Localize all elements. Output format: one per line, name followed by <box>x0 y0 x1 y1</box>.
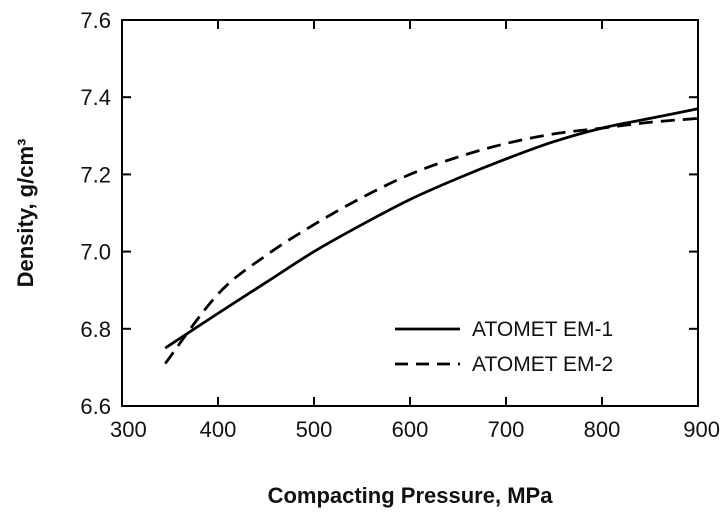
series-layer <box>164 107 699 365</box>
legend-label-em1: ATOMET EM-1 <box>472 318 613 341</box>
x-tick-label: 700 <box>488 417 525 442</box>
x-tick-label: 600 <box>392 417 429 442</box>
x-tick-label: 300 <box>110 417 147 442</box>
x-axis-ticks: 300 400 500 600 700 800 900 <box>110 20 720 442</box>
x-tick-label: 400 <box>200 417 237 442</box>
y-tick-label: 7.0 <box>80 240 111 265</box>
y-tick-label: 6.8 <box>80 317 111 342</box>
y-tick-label: 7.6 <box>80 8 111 33</box>
x-tick-label: 800 <box>584 417 621 442</box>
y-tick-label: 7.4 <box>80 85 111 110</box>
y-axis-ticks: 6.6 6.8 7.0 7.2 7.4 7.6 <box>80 8 698 419</box>
plot-frame <box>121 19 699 407</box>
x-tick-label: 500 <box>296 417 333 442</box>
y-tick-label: 7.2 <box>80 162 111 187</box>
y-tick-label: 6.6 <box>80 394 111 419</box>
x-tick-label: 900 <box>683 417 720 442</box>
legend-label-em2: ATOMET EM-2 <box>472 353 613 376</box>
y-axis-title: Density, g/cm³ <box>13 139 38 288</box>
legend: ATOMET EM-1 ATOMET EM-2 <box>395 318 613 376</box>
series-line-em1 <box>164 107 699 350</box>
series-line-em2 <box>164 117 699 365</box>
x-axis-title: Compacting Pressure, MPa <box>268 483 554 508</box>
